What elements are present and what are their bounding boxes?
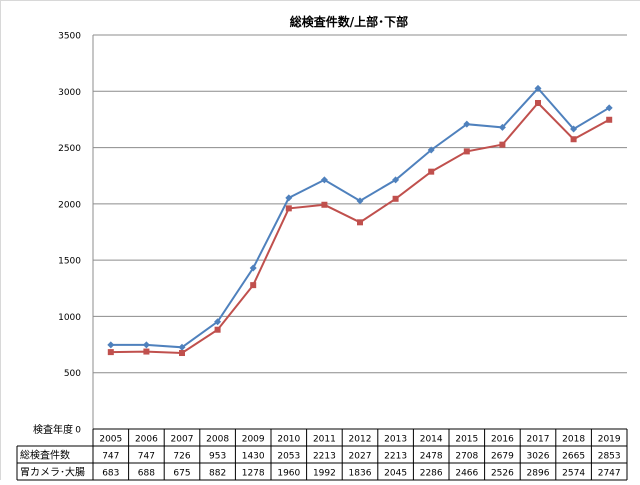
data-label-series-1: 2708 — [455, 452, 478, 462]
data-label-series-1: 2853 — [598, 452, 621, 462]
data-point-series-2 — [214, 326, 221, 333]
data-label-series-2: 2574 — [562, 469, 585, 479]
data-label-series-1: 747 — [102, 452, 119, 462]
data-point-series-1 — [392, 176, 400, 184]
data-point-series-2 — [428, 168, 435, 175]
data-point-series-1 — [249, 264, 257, 272]
data-label-series-1: 726 — [173, 452, 190, 462]
data-label-series-2: 2747 — [598, 469, 621, 479]
data-point-series-2 — [535, 99, 541, 106]
y-tick-label: 3500 — [58, 32, 81, 42]
data-label-series-1: 2027 — [349, 452, 372, 462]
data-label-series-1: 1430 — [242, 452, 265, 462]
legend-label-series-2: 胃カメラ･大腸 — [20, 466, 85, 479]
chart-title: 総検査件数/上部･下部 — [290, 14, 408, 29]
data-label-series-2: 688 — [138, 469, 155, 479]
x-tick-label: 2016 — [491, 435, 514, 445]
x-tick-label: 2008 — [206, 435, 229, 445]
data-point-series-2 — [606, 116, 613, 123]
x-tick-label: 2007 — [171, 435, 194, 445]
data-point-series-2 — [250, 282, 257, 289]
data-point-series-1 — [285, 194, 293, 202]
data-label-series-2: 675 — [173, 469, 190, 479]
x-tick-label: 2015 — [455, 435, 478, 445]
data-point-series-1 — [534, 84, 542, 92]
x-tick-label: 2006 — [135, 435, 158, 445]
data-label-series-2: 1960 — [277, 469, 300, 479]
data-point-series-1 — [142, 341, 150, 349]
data-label-series-1: 2665 — [562, 452, 585, 462]
data-point-series-1 — [356, 197, 364, 205]
x-tick-label: 2011 — [313, 435, 336, 445]
data-point-series-1 — [498, 123, 506, 131]
data-label-series-2: 1836 — [349, 469, 372, 479]
data-label-series-2: 2045 — [384, 469, 407, 479]
data-label-series-1: 2213 — [384, 452, 407, 462]
data-label-series-1: 2679 — [491, 452, 514, 462]
data-point-series-1 — [605, 104, 613, 112]
data-point-series-2 — [107, 349, 114, 356]
y-tick-label: 1000 — [58, 313, 81, 323]
data-point-series-1 — [463, 120, 471, 128]
y-tick-label: 2000 — [58, 200, 81, 210]
x-tick-label: 2019 — [598, 435, 621, 445]
y-tick-label: 2500 — [58, 144, 81, 154]
data-point-series-1 — [320, 176, 328, 184]
y-tick-label: 3000 — [58, 88, 81, 98]
data-point-series-1 — [570, 125, 578, 133]
data-label-series-1: 3026 — [527, 452, 550, 462]
x-tick-label: 2005 — [99, 435, 122, 445]
data-point-series-2 — [499, 141, 506, 148]
y-tick-label: 500 — [64, 369, 81, 379]
data-label-series-2: 2526 — [491, 469, 514, 479]
data-label-series-2: 2286 — [420, 469, 443, 479]
data-point-series-1 — [178, 343, 186, 351]
data-label-series-2: 2896 — [527, 469, 550, 479]
data-label-series-2: 683 — [102, 469, 119, 479]
y-tick-label: 1500 — [58, 257, 81, 267]
x-tick-label: 2017 — [527, 435, 550, 445]
data-label-series-1: 747 — [138, 452, 155, 462]
data-label-series-1: 2213 — [313, 452, 336, 462]
x-axis-label: 検査年度 — [33, 423, 73, 436]
data-label-series-2: 882 — [209, 469, 226, 479]
data-label-series-1: 2478 — [420, 452, 443, 462]
data-point-series-2 — [321, 201, 328, 208]
x-tick-label: 2014 — [420, 435, 443, 445]
data-label-series-1: 2053 — [277, 452, 300, 462]
data-point-series-1 — [427, 146, 435, 154]
data-label-series-2: 2466 — [455, 469, 478, 479]
y-tick-label: 0 — [75, 426, 81, 436]
x-tick-label: 2009 — [242, 435, 265, 445]
series-line-2 — [110, 101, 610, 355]
data-label-series-1: 953 — [209, 452, 226, 462]
legend-label-series-1: 総検査件数 — [20, 449, 70, 462]
data-label-series-2: 1992 — [313, 469, 336, 479]
series-line-1 — [110, 86, 610, 349]
x-tick-label: 2012 — [349, 435, 372, 445]
data-point-series-2 — [357, 219, 363, 226]
x-tick-label: 2010 — [277, 435, 300, 445]
data-point-series-1 — [107, 341, 115, 349]
data-point-series-1 — [214, 318, 222, 326]
data-point-series-2 — [570, 136, 577, 143]
data-point-series-2 — [179, 350, 185, 357]
data-point-series-2 — [392, 195, 399, 202]
data-label-series-2: 1278 — [242, 469, 265, 479]
x-tick-label: 2018 — [562, 435, 585, 445]
x-tick-label: 2013 — [384, 435, 407, 445]
data-point-series-2 — [463, 148, 470, 155]
data-point-series-2 — [285, 205, 292, 212]
data-point-series-2 — [143, 348, 150, 355]
